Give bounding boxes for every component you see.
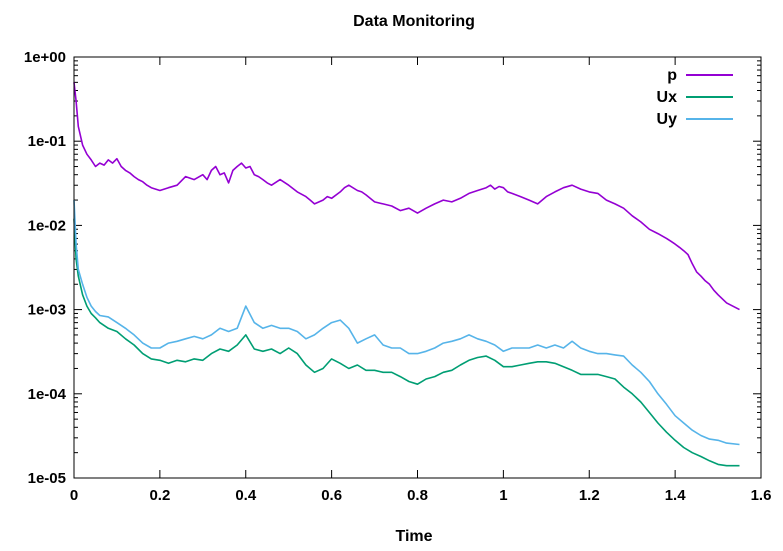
y-tick-label: 1e-03 bbox=[28, 302, 66, 319]
legend-label-p: p bbox=[667, 67, 677, 84]
series-line-p bbox=[74, 82, 740, 309]
x-tick-label: 1.6 bbox=[751, 487, 772, 504]
legend-label-ux: Ux bbox=[657, 89, 678, 106]
series-group bbox=[74, 82, 740, 465]
y-tick-label: 1e+00 bbox=[24, 49, 66, 66]
series-line-uy bbox=[74, 200, 740, 444]
x-tick-label: 0.6 bbox=[321, 487, 342, 504]
x-tick-label: 1.2 bbox=[579, 487, 600, 504]
x-axis-label: Time bbox=[395, 528, 432, 545]
y-tick-label: 1e-02 bbox=[28, 217, 66, 234]
y-tick-label: 1e-05 bbox=[28, 470, 66, 487]
y-tick-label: 1e-04 bbox=[28, 386, 67, 403]
x-tick-label: 0.4 bbox=[235, 487, 257, 504]
x-tick-label: 0.8 bbox=[407, 487, 428, 504]
y-tick-label: 1e-01 bbox=[28, 133, 66, 150]
x-tick-label: 1 bbox=[499, 487, 507, 504]
x-tick-label: 0.2 bbox=[149, 487, 170, 504]
legend: p Ux Uy bbox=[657, 67, 733, 128]
chart-title: Data Monitoring bbox=[353, 13, 475, 30]
legend-label-uy: Uy bbox=[657, 111, 678, 128]
x-tick-label: 1.4 bbox=[665, 487, 687, 504]
x-tick-label: 0 bbox=[70, 487, 78, 504]
